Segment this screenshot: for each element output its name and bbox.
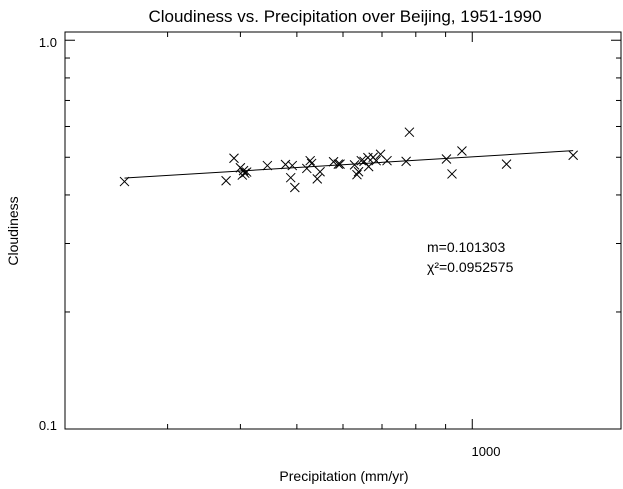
data-point <box>333 159 344 170</box>
axis-ticks <box>65 32 621 430</box>
marker-stroke <box>335 159 345 170</box>
marker-stroke <box>349 160 360 170</box>
marker-stroke <box>239 168 250 179</box>
data-point <box>352 169 362 180</box>
marker-stroke <box>221 175 231 186</box>
x-tick-label: 1000 <box>472 444 501 459</box>
data-point <box>401 156 411 167</box>
data-point <box>119 176 130 187</box>
y-tick-label-bottom: 0.1 <box>39 418 57 433</box>
marker-stroke <box>333 159 344 170</box>
marker-stroke <box>238 165 249 176</box>
chart-title: Cloudiness vs. Precipitation over Beijin… <box>148 7 541 26</box>
data-point <box>262 160 273 171</box>
data-point <box>349 160 360 170</box>
slope-annotation: m=0.101303 <box>427 239 505 255</box>
marker-stroke <box>501 159 512 170</box>
marker-stroke <box>328 156 339 167</box>
marker-stroke <box>285 172 296 183</box>
data-point <box>363 161 374 172</box>
data-point <box>335 159 345 170</box>
data-point <box>353 166 364 177</box>
marker-stroke <box>353 166 364 177</box>
marker-stroke <box>382 155 392 166</box>
data-point <box>241 167 252 177</box>
marker-stroke <box>306 158 317 169</box>
data-point <box>221 175 231 186</box>
data-point <box>287 160 298 171</box>
marker-stroke <box>441 154 452 164</box>
data-point <box>356 155 367 166</box>
marker-stroke <box>568 150 579 161</box>
data-point <box>371 155 382 166</box>
marker-stroke <box>404 127 415 138</box>
marker-stroke <box>375 149 386 160</box>
data-point <box>441 154 452 164</box>
marker-stroke <box>262 160 273 171</box>
marker-stroke <box>363 161 374 172</box>
marker-stroke <box>356 155 367 166</box>
marker-stroke <box>229 153 239 164</box>
marker-stroke <box>119 176 130 187</box>
data-point <box>447 169 457 179</box>
data-point <box>238 165 249 176</box>
marker-stroke <box>371 155 382 166</box>
fit-line <box>124 150 574 179</box>
data-point <box>501 159 512 170</box>
data-point <box>315 166 325 177</box>
marker-stroke <box>457 146 467 156</box>
data-point <box>239 168 250 179</box>
marker-stroke <box>312 173 323 184</box>
data-point <box>568 150 579 161</box>
data-point <box>312 173 323 184</box>
marker-stroke <box>315 166 325 177</box>
marker-stroke <box>241 167 252 177</box>
data-point <box>306 158 317 169</box>
data-points <box>119 127 579 193</box>
y-axis-label: Cloudiness <box>5 196 21 265</box>
marker-stroke <box>401 156 411 167</box>
marker-stroke <box>305 155 316 166</box>
data-point <box>404 127 415 138</box>
chi-square-annotation: χ²=0.0952575 <box>427 259 514 275</box>
marker-stroke <box>287 160 298 171</box>
data-point <box>328 156 339 167</box>
data-point <box>289 182 300 193</box>
data-point <box>382 155 392 166</box>
data-point <box>457 146 467 156</box>
plot-frame <box>64 31 622 430</box>
data-point <box>305 155 316 166</box>
data-point <box>229 153 239 164</box>
data-point <box>285 172 296 183</box>
x-axis-label: Precipitation (mm/yr) <box>279 468 408 484</box>
y-tick-label-top: 1.0 <box>39 35 57 50</box>
marker-stroke <box>289 182 300 193</box>
marker-stroke <box>352 169 362 180</box>
marker-stroke <box>447 169 457 179</box>
